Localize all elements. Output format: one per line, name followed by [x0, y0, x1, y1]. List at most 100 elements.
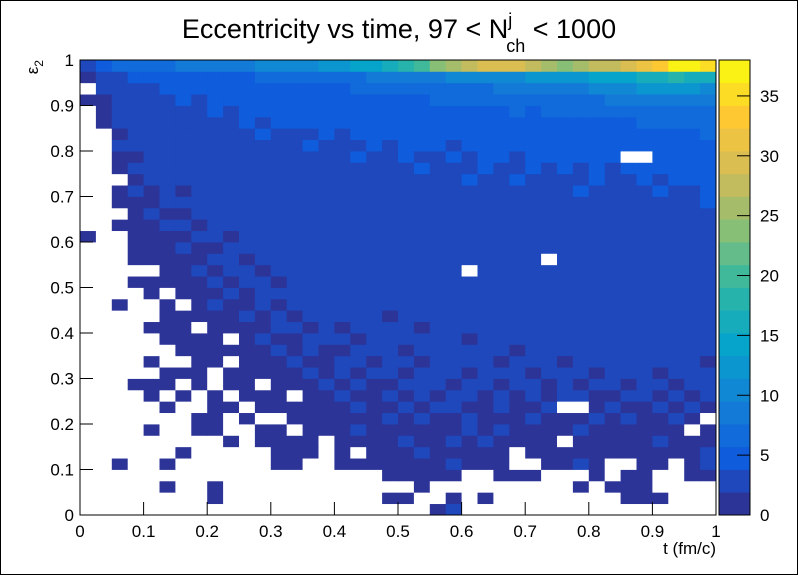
cell: [604, 424, 621, 436]
cell: [286, 219, 303, 232]
cell: [445, 116, 462, 129]
cell: [80, 94, 97, 106]
cell: [254, 355, 272, 368]
cell: [493, 458, 510, 470]
cell: [111, 401, 129, 414]
cell: [95, 321, 113, 334]
cell: [557, 344, 574, 357]
cell: [270, 367, 288, 379]
cell: [477, 503, 494, 516]
cell: [477, 412, 494, 425]
cell: [191, 276, 208, 288]
cell: [445, 333, 462, 345]
cell: [572, 435, 590, 448]
cell: [350, 162, 367, 175]
cell: [111, 196, 129, 209]
cell: [477, 230, 494, 243]
cell: [239, 242, 256, 254]
cell: [700, 378, 717, 391]
cell: [477, 253, 494, 266]
cell: [191, 367, 208, 379]
cell: [207, 242, 224, 254]
cell: [111, 367, 129, 379]
cell: [652, 60, 669, 72]
cell: [509, 128, 526, 141]
cell: [223, 219, 240, 232]
cell: [620, 367, 637, 379]
x-tick-label: 0.5: [386, 522, 410, 541]
cell: [541, 71, 558, 84]
cell: [572, 424, 590, 436]
cell: [334, 185, 351, 197]
cell: [668, 276, 685, 288]
cell: [302, 344, 319, 357]
cell: [270, 458, 288, 470]
cell: [604, 151, 621, 163]
cell: [525, 242, 542, 254]
cell: [334, 367, 351, 379]
cell: [239, 435, 256, 448]
cell: [572, 230, 590, 243]
cell: [254, 173, 272, 186]
z-tick-label: 5: [760, 446, 769, 465]
x-tick-label: 1: [711, 522, 720, 541]
cell: [493, 446, 510, 459]
cell: [445, 264, 462, 277]
cell: [398, 389, 415, 402]
x-tick-label: 0.4: [323, 522, 347, 541]
cell: [461, 287, 478, 300]
cell: [557, 492, 574, 505]
cell: [334, 60, 351, 72]
cell: [334, 298, 351, 311]
cell: [239, 71, 256, 84]
cell: [429, 60, 447, 72]
cell: [636, 94, 653, 106]
cell: [541, 151, 558, 163]
cell: [429, 503, 447, 516]
cell: [95, 480, 113, 493]
cell: [318, 424, 335, 436]
cell: [604, 469, 621, 482]
cell: [525, 321, 542, 334]
cell: [366, 321, 383, 334]
cell: [191, 333, 208, 345]
cell: [445, 162, 462, 175]
cell: [191, 116, 208, 129]
cell: [286, 253, 303, 266]
cell: [604, 492, 621, 505]
cell: [413, 162, 431, 175]
cell: [461, 162, 478, 175]
cell: [684, 424, 701, 436]
y-label-sub: 2: [32, 60, 46, 67]
cell: [239, 492, 256, 505]
cell: [572, 287, 590, 300]
cell: [80, 367, 97, 379]
cell: [477, 310, 494, 323]
cell: [477, 242, 494, 254]
x-tick-label: 0.7: [513, 522, 537, 541]
cell: [557, 219, 574, 232]
cell: [302, 71, 319, 84]
cell: [509, 480, 526, 493]
cell: [382, 207, 399, 220]
title-sup: j: [507, 10, 512, 30]
cell: [398, 310, 415, 323]
cell: [588, 151, 606, 163]
cell: [302, 105, 319, 118]
cell: [477, 60, 494, 72]
cell: [366, 435, 383, 448]
cell: [207, 253, 224, 266]
cell: [652, 355, 669, 368]
cell: [382, 94, 399, 106]
cell: [477, 480, 494, 493]
cell: [270, 503, 288, 516]
cell: [461, 219, 478, 232]
cell: [684, 287, 701, 300]
cell: [477, 71, 494, 84]
cell: [334, 253, 351, 266]
cell: [668, 82, 685, 95]
cell: [588, 321, 606, 334]
cell: [111, 287, 129, 300]
cell: [302, 480, 319, 493]
cell: [95, 207, 113, 220]
